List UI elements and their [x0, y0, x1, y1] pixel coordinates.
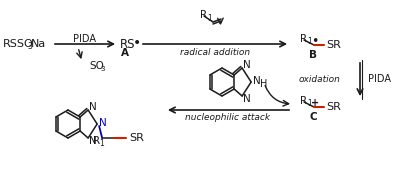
Text: 3: 3 — [27, 42, 32, 51]
Text: •: • — [311, 35, 319, 47]
Text: RS: RS — [120, 37, 136, 51]
Text: SR: SR — [326, 40, 341, 50]
Text: SR: SR — [326, 102, 341, 112]
Text: SR: SR — [129, 133, 144, 143]
Text: R: R — [300, 34, 307, 44]
Text: SO: SO — [89, 61, 104, 71]
Text: B: B — [309, 50, 317, 60]
Text: PIDA: PIDA — [74, 34, 96, 44]
Text: +: + — [311, 98, 319, 108]
Text: N: N — [89, 102, 97, 112]
Text: H: H — [260, 79, 268, 89]
Text: RSSO: RSSO — [3, 39, 34, 49]
Text: radical addition: radical addition — [180, 47, 250, 56]
Text: C: C — [309, 112, 317, 122]
Text: A: A — [121, 48, 129, 58]
Text: 1: 1 — [100, 139, 104, 148]
Text: nucleophilic attack: nucleophilic attack — [186, 112, 270, 121]
Text: Na: Na — [31, 39, 46, 49]
Text: 3: 3 — [100, 66, 104, 72]
Text: 1: 1 — [207, 13, 212, 23]
Text: N: N — [99, 118, 107, 128]
Text: N: N — [243, 94, 251, 104]
Text: N: N — [89, 136, 97, 146]
Text: R: R — [300, 96, 307, 106]
Text: R: R — [93, 136, 100, 146]
Text: 1: 1 — [307, 37, 312, 46]
Text: R: R — [200, 10, 207, 20]
Text: 1: 1 — [307, 99, 312, 108]
Text: N: N — [253, 76, 261, 86]
Text: oxidation: oxidation — [298, 74, 340, 83]
Text: N: N — [243, 60, 251, 70]
Text: PIDA: PIDA — [368, 74, 391, 84]
Text: •: • — [133, 35, 141, 50]
